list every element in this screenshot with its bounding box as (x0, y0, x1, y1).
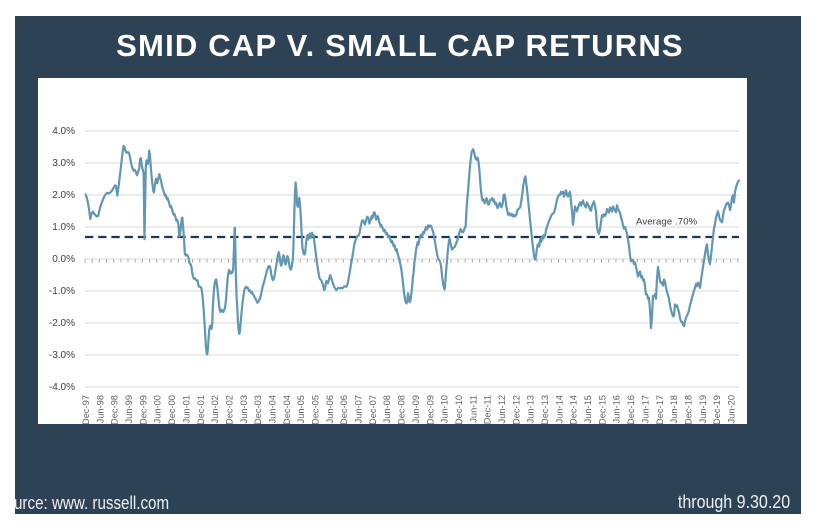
svg-text:Jun-20: Jun-20 (726, 395, 736, 423)
svg-text:Jun-00: Jun-00 (153, 395, 163, 423)
svg-text:Dec-08: Dec-08 (397, 395, 407, 424)
svg-text:Dec-12: Dec-12 (511, 395, 521, 424)
svg-text:Dec-06: Dec-06 (339, 395, 349, 424)
svg-text:Dec-05: Dec-05 (310, 395, 320, 424)
svg-text:-3.0%: -3.0% (49, 350, 75, 361)
svg-text:Dec-14: Dec-14 (569, 395, 579, 424)
svg-text:Jun-98: Jun-98 (95, 395, 105, 423)
svg-text:Dec-97: Dec-97 (81, 395, 91, 424)
svg-text:Jun-11: Jun-11 (468, 395, 478, 423)
svg-text:Dec-11: Dec-11 (483, 395, 493, 424)
svg-text:Jun-08: Jun-08 (382, 395, 392, 423)
svg-text:4.0%: 4.0% (52, 126, 75, 137)
svg-text:Jun-13: Jun-13 (526, 395, 536, 423)
svg-text:Jun-07: Jun-07 (353, 395, 363, 423)
svg-text:Average .70%: Average .70% (636, 216, 698, 227)
svg-text:Jun-01: Jun-01 (181, 395, 191, 423)
svg-text:Dec-01: Dec-01 (196, 395, 206, 424)
svg-text:Dec-18: Dec-18 (683, 395, 693, 424)
svg-text:Dec-19: Dec-19 (712, 395, 722, 424)
svg-text:-1.0%: -1.0% (49, 286, 75, 297)
svg-text:Jun-14: Jun-14 (554, 395, 564, 423)
svg-text:Dec-99: Dec-99 (138, 395, 148, 424)
svg-text:Jun-12: Jun-12 (497, 395, 507, 423)
svg-text:Dec-09: Dec-09 (425, 395, 435, 424)
svg-text:Dec-02: Dec-02 (224, 395, 234, 424)
svg-text:Dec-07: Dec-07 (368, 395, 378, 424)
svg-text:Dec-13: Dec-13 (540, 395, 550, 424)
svg-text:Dec-16: Dec-16 (626, 395, 636, 424)
svg-text:-4.0%: -4.0% (49, 382, 75, 393)
svg-text:-2.0%: -2.0% (49, 318, 75, 329)
svg-text:Dec-15: Dec-15 (597, 395, 607, 424)
svg-text:1.0%: 1.0% (52, 222, 75, 233)
svg-text:2.0%: 2.0% (52, 190, 75, 201)
svg-text:Dec-03: Dec-03 (253, 395, 263, 424)
svg-text:Jun-06: Jun-06 (325, 395, 335, 423)
svg-text:Jun-19: Jun-19 (698, 395, 708, 423)
svg-text:Jun-15: Jun-15 (583, 395, 593, 423)
svg-text:Jun-09: Jun-09 (411, 395, 421, 423)
svg-text:Dec-17: Dec-17 (655, 395, 665, 424)
svg-text:Dec-98: Dec-98 (110, 395, 120, 424)
svg-text:Dec-10: Dec-10 (454, 395, 464, 424)
svg-text:Jun-16: Jun-16 (612, 395, 622, 423)
svg-text:Jun-04: Jun-04 (267, 395, 277, 423)
svg-text:Jun-99: Jun-99 (124, 395, 134, 423)
svg-text:Jun-02: Jun-02 (210, 395, 220, 423)
svg-text:Jun-05: Jun-05 (296, 395, 306, 423)
svg-text:Jun-03: Jun-03 (239, 395, 249, 423)
svg-text:Dec-00: Dec-00 (167, 395, 177, 424)
svg-text:Jun-18: Jun-18 (669, 395, 679, 423)
svg-text:Dec-04: Dec-04 (282, 395, 292, 424)
svg-text:Jun-17: Jun-17 (640, 395, 650, 423)
svg-text:0.0%: 0.0% (52, 254, 75, 265)
svg-text:3.0%: 3.0% (52, 158, 75, 169)
svg-text:Jun-10: Jun-10 (440, 395, 450, 423)
